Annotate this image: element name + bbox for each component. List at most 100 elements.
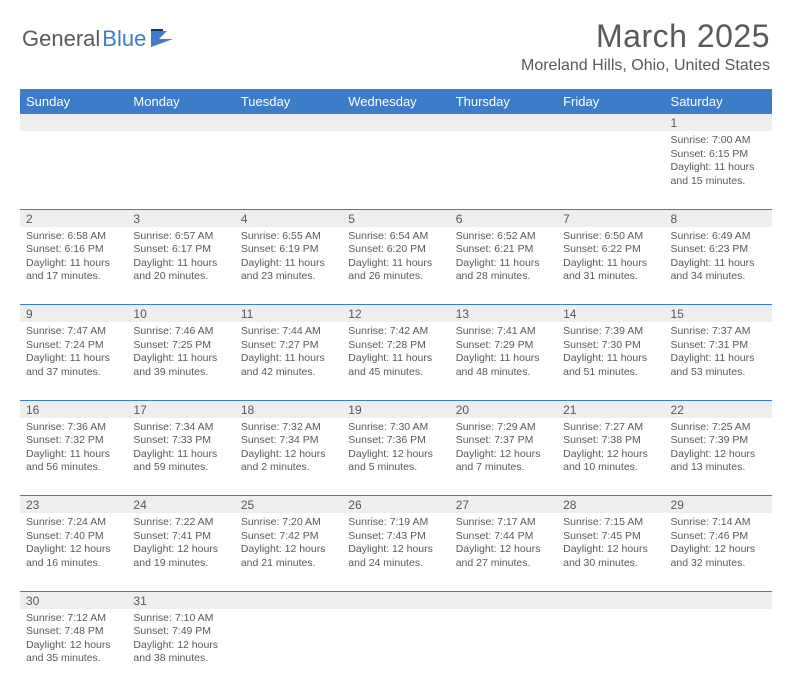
day-cell-body: Sunrise: 7:36 AMSunset: 7:32 PMDaylight:… — [20, 418, 127, 480]
day-cell: Sunrise: 7:41 AMSunset: 7:29 PMDaylight:… — [450, 322, 557, 400]
day-number-cell: 6 — [450, 209, 557, 227]
day-line-d1: Daylight: 12 hours — [241, 543, 336, 557]
day-line-d1: Daylight: 11 hours — [241, 352, 336, 366]
title-block: March 2025 Moreland Hills, Ohio, United … — [521, 18, 770, 75]
day-number-cell: 13 — [450, 305, 557, 323]
day-line-d2: and 42 minutes. — [241, 366, 336, 380]
day-cell: Sunrise: 7:36 AMSunset: 7:32 PMDaylight:… — [20, 418, 127, 496]
day-line-ss: Sunset: 7:49 PM — [133, 625, 228, 639]
day-number-cell — [235, 591, 342, 609]
day-line-d2: and 10 minutes. — [563, 461, 658, 475]
day-line-d1: Daylight: 12 hours — [671, 448, 766, 462]
day-line-sr: Sunrise: 7:37 AM — [671, 325, 766, 339]
day-cell-body: Sunrise: 7:22 AMSunset: 7:41 PMDaylight:… — [127, 513, 234, 575]
day-number-cell — [342, 591, 449, 609]
day-cell-body: Sunrise: 6:57 AMSunset: 6:17 PMDaylight:… — [127, 227, 234, 289]
day-header: Saturday — [665, 89, 772, 114]
day-cell: Sunrise: 7:14 AMSunset: 7:46 PMDaylight:… — [665, 513, 772, 591]
day-line-ss: Sunset: 7:31 PM — [671, 339, 766, 353]
day-line-d1: Daylight: 12 hours — [133, 639, 228, 653]
day-cell — [557, 609, 664, 687]
day-cell-body: Sunrise: 6:55 AMSunset: 6:19 PMDaylight:… — [235, 227, 342, 289]
day-line-ss: Sunset: 7:42 PM — [241, 530, 336, 544]
day-cell — [450, 609, 557, 687]
day-number-cell — [127, 114, 234, 131]
day-line-d2: and 35 minutes. — [26, 652, 121, 666]
day-number-cell: 24 — [127, 496, 234, 514]
day-line-d2: and 17 minutes. — [26, 270, 121, 284]
day-line-sr: Sunrise: 7:10 AM — [133, 612, 228, 626]
day-cell: Sunrise: 7:29 AMSunset: 7:37 PMDaylight:… — [450, 418, 557, 496]
day-number-cell: 16 — [20, 400, 127, 418]
brand-logo: GeneralBlue — [22, 26, 177, 52]
day-number-cell: 8 — [665, 209, 772, 227]
day-number-cell: 20 — [450, 400, 557, 418]
day-number-cell: 23 — [20, 496, 127, 514]
day-line-sr: Sunrise: 7:46 AM — [133, 325, 228, 339]
day-header: Friday — [557, 89, 664, 114]
day-line-d1: Daylight: 12 hours — [241, 448, 336, 462]
week-row: Sunrise: 7:47 AMSunset: 7:24 PMDaylight:… — [20, 322, 772, 400]
day-line-ss: Sunset: 7:40 PM — [26, 530, 121, 544]
day-line-sr: Sunrise: 6:55 AM — [241, 230, 336, 244]
day-cell-body: Sunrise: 7:24 AMSunset: 7:40 PMDaylight:… — [20, 513, 127, 575]
day-cell-body: Sunrise: 7:44 AMSunset: 7:27 PMDaylight:… — [235, 322, 342, 384]
day-cell-body: Sunrise: 7:27 AMSunset: 7:38 PMDaylight:… — [557, 418, 664, 480]
day-number-cell: 7 — [557, 209, 664, 227]
day-line-ss: Sunset: 7:44 PM — [456, 530, 551, 544]
day-line-ss: Sunset: 6:20 PM — [348, 243, 443, 257]
day-line-d2: and 37 minutes. — [26, 366, 121, 380]
day-cell-body: Sunrise: 7:34 AMSunset: 7:33 PMDaylight:… — [127, 418, 234, 480]
day-line-d2: and 19 minutes. — [133, 557, 228, 571]
day-number-cell: 17 — [127, 400, 234, 418]
day-header: Monday — [127, 89, 234, 114]
day-number-cell — [450, 591, 557, 609]
day-cell-body: Sunrise: 7:00 AMSunset: 6:15 PMDaylight:… — [665, 131, 772, 193]
day-line-sr: Sunrise: 6:58 AM — [26, 230, 121, 244]
day-line-sr: Sunrise: 7:30 AM — [348, 421, 443, 435]
day-cell: Sunrise: 6:50 AMSunset: 6:22 PMDaylight:… — [557, 227, 664, 305]
day-cell — [127, 131, 234, 209]
day-cell: Sunrise: 6:49 AMSunset: 6:23 PMDaylight:… — [665, 227, 772, 305]
day-line-sr: Sunrise: 7:34 AM — [133, 421, 228, 435]
day-cell: Sunrise: 7:20 AMSunset: 7:42 PMDaylight:… — [235, 513, 342, 591]
day-line-d2: and 31 minutes. — [563, 270, 658, 284]
day-header: Wednesday — [342, 89, 449, 114]
day-number-cell: 21 — [557, 400, 664, 418]
day-line-d2: and 15 minutes. — [671, 175, 766, 189]
day-number-cell: 3 — [127, 209, 234, 227]
day-number-cell: 4 — [235, 209, 342, 227]
day-line-d2: and 56 minutes. — [26, 461, 121, 475]
day-line-d2: and 5 minutes. — [348, 461, 443, 475]
day-line-d2: and 30 minutes. — [563, 557, 658, 571]
day-line-d1: Daylight: 11 hours — [348, 352, 443, 366]
day-line-d2: and 32 minutes. — [671, 557, 766, 571]
day-line-ss: Sunset: 7:25 PM — [133, 339, 228, 353]
calendar-table: SundayMondayTuesdayWednesdayThursdayFrid… — [20, 89, 772, 687]
day-cell-body: Sunrise: 7:47 AMSunset: 7:24 PMDaylight:… — [20, 322, 127, 384]
day-cell: Sunrise: 7:00 AMSunset: 6:15 PMDaylight:… — [665, 131, 772, 209]
day-number-cell: 31 — [127, 591, 234, 609]
day-line-ss: Sunset: 6:15 PM — [671, 148, 766, 162]
day-line-sr: Sunrise: 7:27 AM — [563, 421, 658, 435]
day-line-ss: Sunset: 7:45 PM — [563, 530, 658, 544]
day-line-d1: Daylight: 11 hours — [563, 257, 658, 271]
day-line-ss: Sunset: 7:34 PM — [241, 434, 336, 448]
day-line-sr: Sunrise: 7:12 AM — [26, 612, 121, 626]
day-cell: Sunrise: 7:39 AMSunset: 7:30 PMDaylight:… — [557, 322, 664, 400]
day-cell: Sunrise: 7:24 AMSunset: 7:40 PMDaylight:… — [20, 513, 127, 591]
day-line-ss: Sunset: 7:32 PM — [26, 434, 121, 448]
day-cell-body: Sunrise: 7:41 AMSunset: 7:29 PMDaylight:… — [450, 322, 557, 384]
day-line-ss: Sunset: 7:48 PM — [26, 625, 121, 639]
day-cell: Sunrise: 7:25 AMSunset: 7:39 PMDaylight:… — [665, 418, 772, 496]
day-line-ss: Sunset: 7:24 PM — [26, 339, 121, 353]
day-number-cell — [450, 114, 557, 131]
day-cell — [342, 131, 449, 209]
day-header: Tuesday — [235, 89, 342, 114]
day-cell-body: Sunrise: 7:17 AMSunset: 7:44 PMDaylight:… — [450, 513, 557, 575]
day-cell: Sunrise: 6:55 AMSunset: 6:19 PMDaylight:… — [235, 227, 342, 305]
day-line-sr: Sunrise: 7:36 AM — [26, 421, 121, 435]
day-line-sr: Sunrise: 7:17 AM — [456, 516, 551, 530]
day-cell: Sunrise: 6:54 AMSunset: 6:20 PMDaylight:… — [342, 227, 449, 305]
day-cell-body: Sunrise: 7:39 AMSunset: 7:30 PMDaylight:… — [557, 322, 664, 384]
